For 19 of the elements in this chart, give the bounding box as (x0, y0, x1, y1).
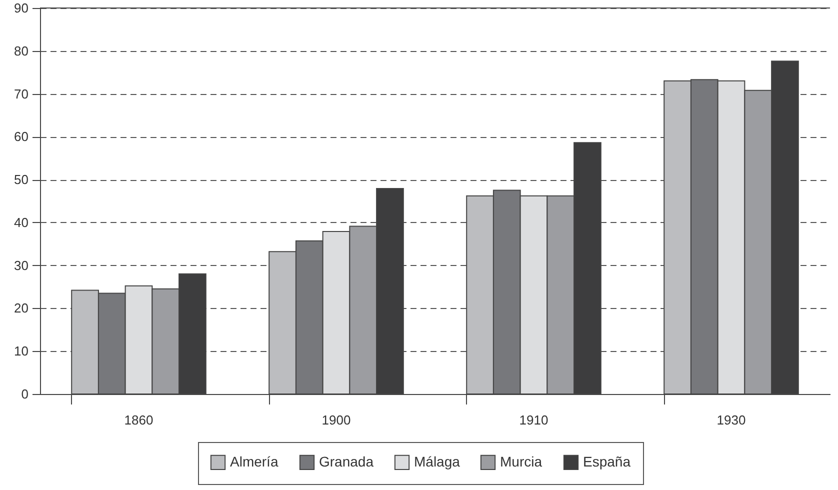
y-tick-label: 10 (14, 344, 28, 359)
y-tick-label: 0 (21, 386, 28, 402)
legend-label: Almería (230, 453, 278, 470)
legend-label: Murcia (500, 453, 542, 470)
y-tick-label: 70 (14, 86, 28, 102)
y-tick-label: 60 (14, 129, 28, 144)
legend-label: Málaga (414, 453, 460, 470)
y-tick-label: 20 (14, 300, 28, 316)
legend-label: Granada (319, 453, 374, 470)
y-tick-label: 40 (14, 214, 28, 230)
x-tick-label: 1900 (322, 412, 351, 428)
x-tick-label: 1910 (519, 412, 548, 428)
y-tick-label: 80 (14, 43, 28, 58)
y-tick-label: 50 (14, 172, 28, 188)
y-tick-label: 90 (14, 0, 28, 16)
x-tick-label: 1930 (716, 412, 746, 428)
y-tick-label: 30 (14, 258, 28, 273)
x-tick-label: 1860 (124, 412, 154, 428)
legend-label: España (583, 453, 631, 470)
